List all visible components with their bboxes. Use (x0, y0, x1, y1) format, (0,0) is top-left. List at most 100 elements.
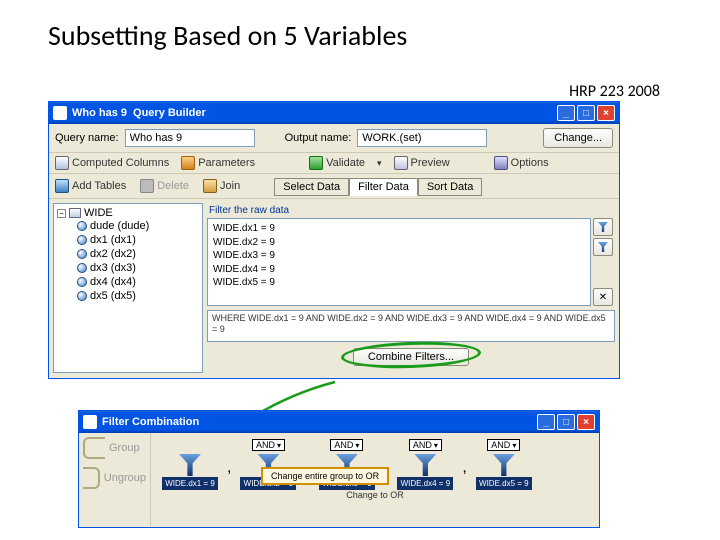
output-name-label: Output name: (285, 132, 352, 144)
funnel-icon (598, 242, 608, 252)
join-button[interactable]: Join (203, 179, 240, 193)
table-icon (55, 156, 69, 170)
qb-window-icon (53, 106, 67, 120)
filter-section-label: Filter the raw data (207, 203, 615, 218)
filter-row[interactable]: WIDE.dx2 = 9 (213, 236, 585, 250)
separator: , (462, 439, 466, 477)
computed-columns-button[interactable]: Computed Columns (55, 156, 169, 170)
edit-filter-button[interactable] (593, 238, 613, 256)
group-icon (83, 437, 105, 459)
column-icon (77, 263, 87, 273)
dropdown-icon[interactable]: ▾ (377, 158, 382, 169)
separator: , (227, 439, 231, 477)
filter-row[interactable]: WIDE.dx4 = 9 (213, 263, 585, 277)
tab-filter-data[interactable]: Filter Data (349, 178, 418, 196)
filter-row[interactable]: WIDE.dx5 = 9 (213, 276, 585, 290)
minimize-button[interactable]: _ (537, 414, 555, 430)
where-clause-box: WHERE WIDE.dx1 = 9 AND WIDE.dx2 = 9 AND … (207, 310, 615, 342)
maximize-button[interactable]: □ (557, 414, 575, 430)
filter-condition: WIDE.dx4 = 9 (397, 477, 453, 490)
tree-leaf[interactable]: dx5 (dx5) (77, 289, 199, 303)
filter-node[interactable]: WIDE.dx1 = 9 (159, 439, 221, 490)
tree-leaf[interactable]: dx3 (dx3) (77, 261, 199, 275)
filter-list[interactable]: WIDE.dx1 = 9 WIDE.dx2 = 9 WIDE.dx3 = 9 W… (207, 218, 591, 306)
change-to-or-caption: Change to OR (159, 490, 591, 500)
tree-leaf[interactable]: dx2 (dx2) (77, 247, 199, 261)
tree-leaf[interactable]: dude (dude) (77, 219, 199, 233)
preview-icon (394, 156, 408, 170)
filter-node[interactable]: AND▾ WIDE.dx5 = 9 (473, 439, 535, 490)
filter-condition: WIDE.dx5 = 9 (476, 477, 532, 490)
options-button[interactable]: Options (494, 156, 549, 170)
close-button[interactable]: × (577, 414, 595, 430)
chevron-down-icon: ▾ (434, 441, 438, 450)
funnel-icon (598, 222, 608, 232)
and-operator-chip[interactable]: AND▾ (330, 439, 363, 451)
table-node-icon (69, 208, 81, 218)
tree-toggle-icon[interactable]: − (57, 209, 66, 218)
tables-tree[interactable]: − WIDE dude (dude) dx1 (dx1) dx2 (dx2) d… (53, 203, 203, 373)
funnel-icon (414, 454, 436, 476)
ungroup-icon (83, 467, 100, 489)
tab-sort-data[interactable]: Sort Data (418, 178, 482, 196)
parameters-button[interactable]: Parameters (181, 156, 255, 170)
delete-icon (140, 179, 154, 193)
tab-select-data[interactable]: Select Data (274, 178, 349, 196)
delete-button: Delete (140, 179, 189, 193)
combine-filters-button[interactable]: Combine Filters... (353, 348, 469, 366)
funnel-icon (179, 454, 201, 476)
course-tag: HRP 223 2008 (569, 82, 660, 101)
tree-leaf[interactable]: dx4 (dx4) (77, 275, 199, 289)
chevron-down-icon: ▾ (277, 441, 281, 450)
delete-filter-button[interactable]: ✕ (593, 288, 613, 306)
qb-title-prefix: Who has 9 (72, 107, 127, 119)
qb-titlebar[interactable]: Who has 9 Query Builder _ □ × (49, 102, 619, 124)
minimize-button[interactable]: _ (557, 105, 575, 121)
chevron-down-icon: ▾ (355, 441, 359, 450)
options-icon (494, 156, 508, 170)
filter-combination-canvas[interactable]: WIDE.dx1 = 9 , AND▾ WIDE.dx2 = 9 , AND▾ … (151, 433, 599, 527)
query-builder-window: Who has 9 Query Builder _ □ × Query name… (48, 101, 620, 379)
column-icon (77, 235, 87, 245)
add-tables-icon (55, 179, 69, 193)
column-icon (77, 221, 87, 231)
filter-row[interactable]: WIDE.dx1 = 9 (213, 222, 585, 236)
and-operator-chip[interactable]: AND▾ (409, 439, 442, 451)
filter-combination-window: Filter Combination _ □ × Group Ungroup W… (78, 410, 600, 528)
join-icon (203, 179, 217, 193)
close-button[interactable]: × (597, 105, 615, 121)
validate-icon (309, 156, 323, 170)
and-operator-chip[interactable]: AND▾ (252, 439, 285, 451)
change-button[interactable]: Change... (543, 128, 613, 148)
validate-button[interactable]: Validate (309, 156, 365, 170)
maximize-button[interactable]: □ (577, 105, 595, 121)
chevron-down-icon: ▾ (512, 441, 516, 450)
change-group-to-or-tooltip[interactable]: Change entire group to OR (261, 467, 389, 485)
qb-toolbar: Computed Columns Parameters Validate ▾ P… (49, 152, 619, 173)
group-button: Group (83, 437, 146, 459)
fc-window-icon (83, 415, 97, 429)
filter-node[interactable]: AND▾ WIDE.dx4 = 9 (394, 439, 456, 490)
slide-title: Subsetting Based on 5 Variables (0, 0, 720, 61)
funnel-icon (493, 454, 515, 476)
parameters-icon (181, 156, 195, 170)
and-operator-chip[interactable]: AND▾ (487, 439, 520, 451)
fc-title: Filter Combination (102, 416, 199, 428)
column-icon (77, 277, 87, 287)
query-name-input[interactable] (125, 129, 255, 147)
qb-title-main: Query Builder (133, 107, 206, 119)
ungroup-button: Ungroup (83, 467, 146, 489)
add-tables-button[interactable]: Add Tables (55, 179, 126, 193)
preview-button[interactable]: Preview (394, 156, 450, 170)
fc-titlebar[interactable]: Filter Combination _ □ × (79, 411, 599, 433)
filter-condition: WIDE.dx1 = 9 (162, 477, 218, 490)
column-icon (77, 249, 87, 259)
output-name-input[interactable] (357, 129, 487, 147)
filter-row[interactable]: WIDE.dx3 = 9 (213, 249, 585, 263)
column-icon (77, 291, 87, 301)
new-filter-button[interactable] (593, 218, 613, 236)
qb-tabs: Select Data Filter Data Sort Data (274, 177, 482, 195)
tree-root-label: WIDE (84, 207, 113, 219)
query-name-label: Query name: (55, 132, 119, 144)
tree-leaf[interactable]: dx1 (dx1) (77, 233, 199, 247)
